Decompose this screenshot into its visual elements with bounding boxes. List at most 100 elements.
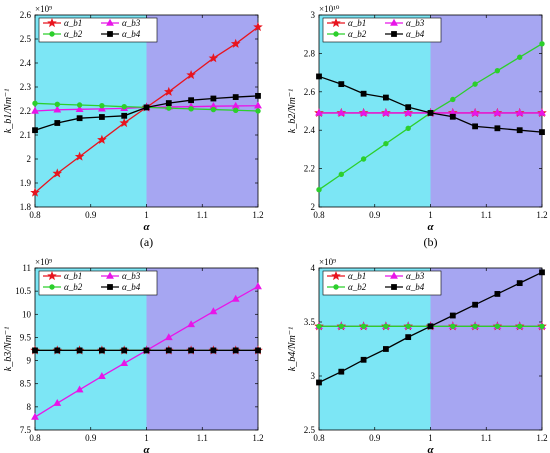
legend-label: α_b4	[406, 282, 425, 292]
data-point	[188, 347, 194, 354]
data-point	[99, 114, 105, 120]
data-point	[76, 102, 83, 108]
data-point	[32, 347, 38, 354]
y-tick-label: 10	[22, 309, 32, 319]
legend-label: α_b1	[64, 18, 82, 28]
data-point	[210, 95, 217, 102]
legend-label: α_b3	[122, 18, 141, 28]
x-tick-label: 0.8	[313, 433, 325, 443]
data-point	[538, 108, 546, 116]
series-alpha-b4	[316, 269, 545, 386]
x-tick-label: 1	[144, 210, 149, 220]
data-point	[338, 171, 344, 178]
y-tick-label: 3	[311, 371, 316, 381]
data-point	[164, 333, 173, 341]
y-tick-label: 11	[22, 263, 31, 273]
x-axis-label: α	[427, 444, 434, 453]
data-point	[381, 108, 390, 116]
x-tick-label: 0.9	[85, 433, 97, 443]
data-point	[494, 67, 501, 74]
legend-swatch-marker	[49, 284, 55, 290]
data-point	[539, 129, 545, 136]
y-tick-label: 3.5	[304, 317, 316, 327]
data-point	[254, 282, 262, 290]
data-point	[54, 120, 61, 126]
shade-right-region	[430, 268, 542, 430]
data-point	[52, 168, 63, 178]
y-tick-label: 9	[27, 356, 32, 366]
data-point	[360, 156, 367, 162]
legend-swatch-marker	[390, 271, 398, 279]
legend-label: α_b2	[64, 29, 83, 39]
y-axis-label: k_b1/Nm⁻¹	[3, 89, 14, 133]
x-tick-label: 0.8	[29, 433, 41, 443]
y-axis-label: k_b3/Nm⁻¹	[3, 327, 14, 371]
y-tick-label: 7.5	[20, 425, 32, 435]
data-point	[360, 323, 367, 330]
data-point	[517, 323, 523, 330]
data-point	[99, 103, 105, 109]
data-point	[32, 100, 38, 107]
x-axis-label: α	[427, 221, 434, 233]
data-point	[472, 81, 478, 87]
data-point	[75, 105, 84, 113]
x-tick-label: 1	[144, 433, 149, 443]
data-point	[166, 105, 172, 111]
data-point	[74, 151, 85, 161]
x-tick-label: 0.8	[313, 210, 325, 220]
y-tick-label: 8	[27, 402, 32, 412]
legend-label: α_b2	[348, 29, 367, 39]
data-point	[53, 105, 62, 113]
y-tick-label: 2.6	[304, 87, 316, 97]
series-alpha-b4	[32, 92, 261, 134]
legend-swatch-marker	[106, 271, 114, 279]
shade-left-region	[319, 15, 431, 207]
data-point	[75, 385, 84, 393]
y-tick-label: 2.6	[20, 10, 32, 20]
series-alpha-b4	[316, 73, 545, 136]
y-tick-label: 3	[311, 10, 316, 20]
x-tick-label: 1.1	[197, 210, 208, 220]
x-tick-label: 1	[428, 433, 433, 443]
data-point	[493, 108, 502, 116]
legend-swatch-marker	[331, 270, 341, 281]
data-point	[405, 104, 412, 111]
y-tick-label: 2.2	[20, 106, 31, 116]
data-point	[316, 323, 322, 330]
legend-swatch-marker	[47, 17, 57, 28]
y-exponent-label: ×10⁹	[35, 257, 52, 267]
data-point	[208, 53, 219, 63]
data-point	[449, 312, 456, 319]
y-axis-label: k_b4/Nm⁻¹	[287, 327, 298, 371]
data-point	[232, 94, 239, 100]
y-tick-label: 4	[311, 263, 316, 273]
data-point	[405, 334, 412, 341]
panel-label: (b)	[424, 235, 438, 249]
legend-box	[38, 270, 158, 296]
data-point	[99, 347, 105, 354]
data-point	[516, 280, 523, 287]
data-point	[121, 103, 127, 110]
data-point	[255, 108, 261, 114]
data-point	[337, 108, 346, 116]
data-point	[188, 106, 194, 112]
data-point	[494, 291, 501, 297]
data-point	[427, 110, 434, 116]
x-tick-label: 1.2	[252, 433, 263, 443]
y-tick-label: 2.3	[20, 82, 32, 92]
x-tick-label: 1.1	[481, 210, 492, 220]
data-point	[230, 38, 241, 48]
legend-label: α_b2	[64, 282, 83, 292]
x-tick-label: 0.9	[85, 210, 97, 220]
y-exponent-label: ×10¹⁰	[319, 4, 340, 14]
data-point	[450, 96, 456, 103]
data-point	[383, 323, 389, 330]
data-point	[187, 320, 196, 328]
chart-panel-b: 0.8 0.9 1 1.1 1.2 2 2.2 2.4 2.6 2.8 3×10¹⁰ k_b2/Nm⁻…	[287, 4, 548, 249]
data-point	[450, 323, 456, 330]
series-alpha-b4	[32, 347, 261, 354]
legend: α_b1 α_b3 α_b2 α_b4	[322, 270, 442, 296]
data-point	[31, 106, 39, 114]
data-point	[539, 269, 545, 276]
data-point	[338, 81, 345, 88]
